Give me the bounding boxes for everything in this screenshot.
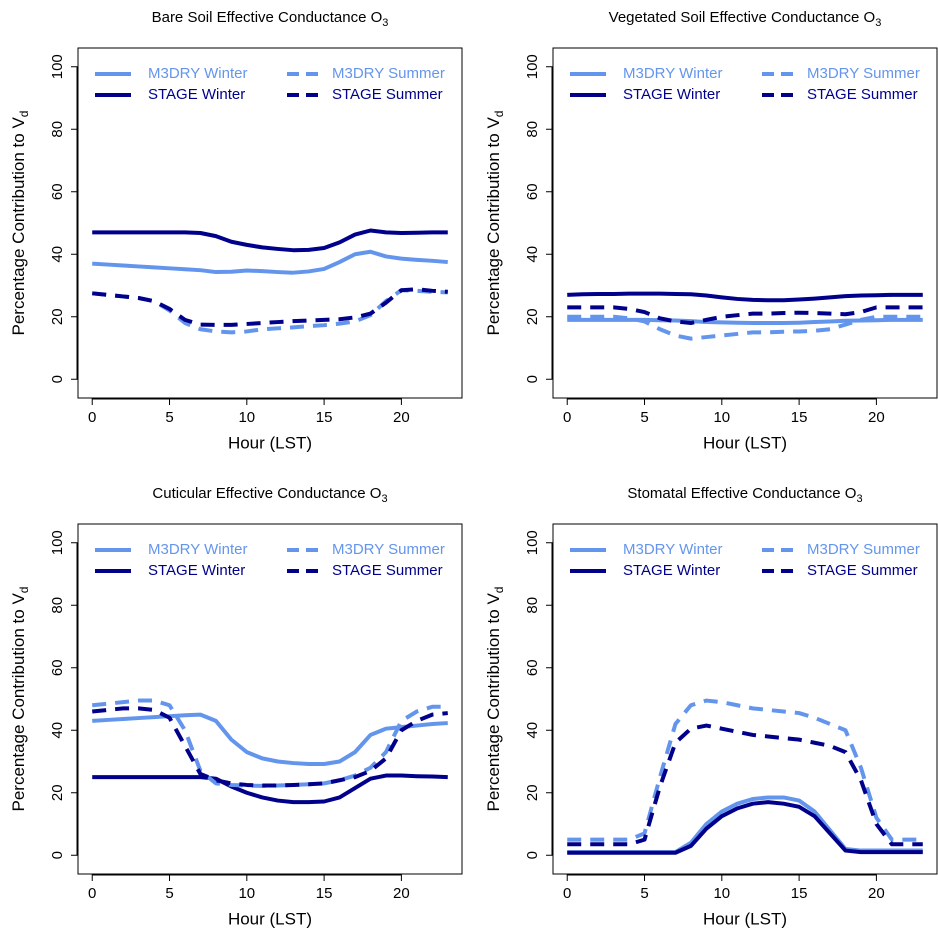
y-tick-label: 40 [49,722,66,739]
plot-frame [77,47,463,399]
x-axis-label: Hour (LST) [228,909,312,928]
series-line [567,317,923,325]
y-tick-label: 100 [49,54,66,79]
y-tick-label: 20 [524,784,541,801]
legend-label: STAGE Winter [148,562,245,579]
y-tick-label: 60 [49,183,66,200]
y-axis-label: Percentage Contribution to Vd [9,587,31,812]
x-tick-label: 5 [165,885,173,902]
x-tick-label: 5 [165,409,173,426]
x-axis-label: Hour (LST) [703,433,787,452]
legend-label: M3DRY Winter [148,541,247,558]
chart-title: Bare Soil Effective Conductance O3 [152,9,389,29]
y-tick-label: 80 [524,597,541,614]
y-tick-label: 20 [49,784,66,801]
y-tick-label: 60 [49,659,66,676]
chart-title: Stomatal Effective Conductance O3 [627,485,862,505]
series-line [567,291,923,303]
y-tick-label: 60 [524,183,541,200]
legend-label: STAGE Summer [332,562,443,579]
x-tick-label: 15 [791,409,808,426]
legend-label: M3DRY Winter [148,65,247,82]
series-line [92,287,448,327]
x-tick-label: 0 [563,409,571,426]
y-tick-label: 80 [524,121,541,138]
y-tick-label: 20 [524,308,541,325]
y-tick-label: 40 [524,246,541,263]
y-tick-label: 80 [49,121,66,138]
x-axis-label: Hour (LST) [228,433,312,452]
x-tick-label: 5 [640,409,648,426]
legend-label: STAGE Winter [623,86,720,103]
x-tick-label: 10 [713,409,730,426]
series-line [92,698,448,788]
chart-title: Cuticular Effective Conductance O3 [152,485,387,505]
panel: Stomatal Effective Conductance O3 0 5 10 15 2… [484,485,938,928]
y-axis-label: Percentage Contribution to Vd [484,587,506,812]
plot-frame [552,523,938,875]
series-line [92,706,448,788]
legend-label: M3DRY Summer [332,541,445,558]
x-tick-label: 20 [868,409,885,426]
x-tick-label: 5 [640,885,648,902]
x-axis-label: Hour (LST) [703,909,787,928]
y-tick-label: 20 [49,308,66,325]
y-tick-label: 40 [49,246,66,263]
panel: Cuticular Effective Conductance O3 0 5 10 15… [9,485,463,928]
plot-frame [77,523,463,875]
series-line [92,773,448,805]
series-line [567,723,923,847]
series-line [567,314,923,341]
y-tick-label: 60 [524,659,541,676]
series-line [567,305,923,325]
legend-label: STAGE Summer [332,86,443,103]
x-tick-label: 0 [88,885,96,902]
legend-label: M3DRY Winter [623,65,722,82]
series-line [92,249,448,275]
legend-label: STAGE Winter [623,562,720,579]
y-tick-label: 100 [524,54,541,79]
legend-label: STAGE Winter [148,86,245,103]
legend-label: M3DRY Summer [332,65,445,82]
x-tick-label: 10 [238,885,255,902]
x-tick-label: 10 [713,885,730,902]
x-tick-label: 0 [88,409,96,426]
y-tick-label: 0 [49,851,66,859]
y-tick-label: 0 [524,375,541,383]
chart-title: Vegetated Soil Effective Conductance O3 [609,9,882,29]
x-tick-label: 15 [316,885,333,902]
legend-label: STAGE Summer [807,86,918,103]
series-line [92,288,448,335]
legend-label: M3DRY Winter [623,541,722,558]
y-tick-label: 40 [524,722,541,739]
x-tick-label: 0 [563,885,571,902]
x-tick-label: 20 [868,885,885,902]
y-tick-label: 100 [524,530,541,555]
panel: Vegetated Soil Effective Conductance O3 0… [484,9,938,452]
x-tick-label: 10 [238,409,255,426]
series-line [567,800,923,855]
plot-frame [552,47,938,399]
y-tick-label: 0 [49,375,66,383]
y-tick-label: 0 [524,851,541,859]
y-tick-label: 100 [49,530,66,555]
x-tick-label: 15 [316,409,333,426]
series-line [92,712,448,766]
series-line [567,698,923,842]
x-tick-label: 15 [791,885,808,902]
series-line [92,228,448,253]
x-tick-label: 20 [393,885,410,902]
panel: Bare Soil Effective Conductance O3 0 5 10 15… [9,9,463,452]
legend-label: M3DRY Summer [807,541,920,558]
y-axis-label: Percentage Contribution to Vd [484,111,506,336]
y-tick-label: 80 [49,597,66,614]
x-tick-label: 20 [393,409,410,426]
legend-label: M3DRY Summer [807,65,920,82]
legend-label: STAGE Summer [807,562,918,579]
y-axis-label: Percentage Contribution to Vd [9,111,31,336]
